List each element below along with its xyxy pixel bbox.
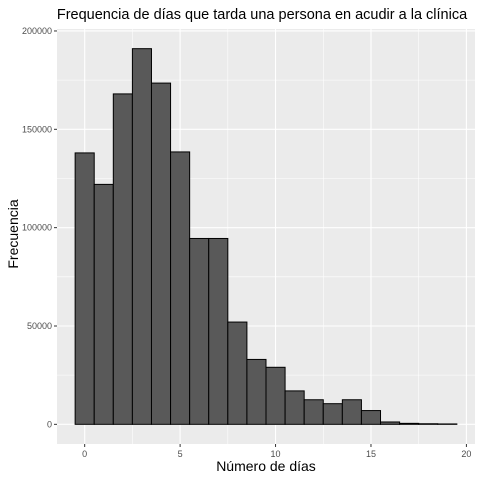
histogram-bar	[189, 237, 210, 425]
histogram-bar	[208, 237, 229, 425]
x-axis: 0 5 10 15 20	[82, 444, 471, 459]
histogram-bar	[303, 399, 324, 425]
x-tick-label: 10	[271, 449, 281, 459]
y-axis: 0 50000 100000 150000 200000	[22, 26, 57, 429]
histogram-bar	[150, 82, 172, 425]
x-tick-label: 0	[82, 449, 87, 459]
y-axis-title: Frecuencia	[5, 199, 21, 268]
histogram-bar	[227, 321, 248, 425]
histogram-bars	[74, 48, 458, 425]
histogram-bar	[399, 422, 420, 425]
x-tick-label: 5	[178, 449, 183, 459]
histogram-bar	[246, 358, 267, 425]
histogram-bar	[112, 93, 133, 425]
x-tick-label: 15	[366, 449, 376, 459]
y-tick-label: 200000	[22, 26, 52, 36]
histogram-bar	[74, 152, 95, 425]
y-tick-label: 0	[47, 419, 52, 429]
histogram-bar	[284, 390, 305, 425]
y-tick-label: 50000	[27, 321, 52, 331]
histogram-bar	[341, 399, 362, 425]
histogram-bar	[418, 423, 439, 425]
x-tick-label: 20	[461, 449, 471, 459]
y-tick-label: 100000	[22, 223, 52, 233]
histogram-bar	[170, 151, 191, 425]
histogram-bar	[360, 410, 382, 425]
histogram-bar	[93, 183, 114, 425]
histogram-bar	[380, 421, 401, 425]
histogram-bar	[322, 403, 343, 425]
y-tick-label: 150000	[22, 124, 52, 134]
chart-title: Frequencia de días que tarda una persona…	[57, 7, 468, 23]
histogram-bar	[131, 48, 152, 425]
x-axis-title: Número de días	[216, 458, 316, 474]
histogram-bar	[265, 366, 286, 425]
